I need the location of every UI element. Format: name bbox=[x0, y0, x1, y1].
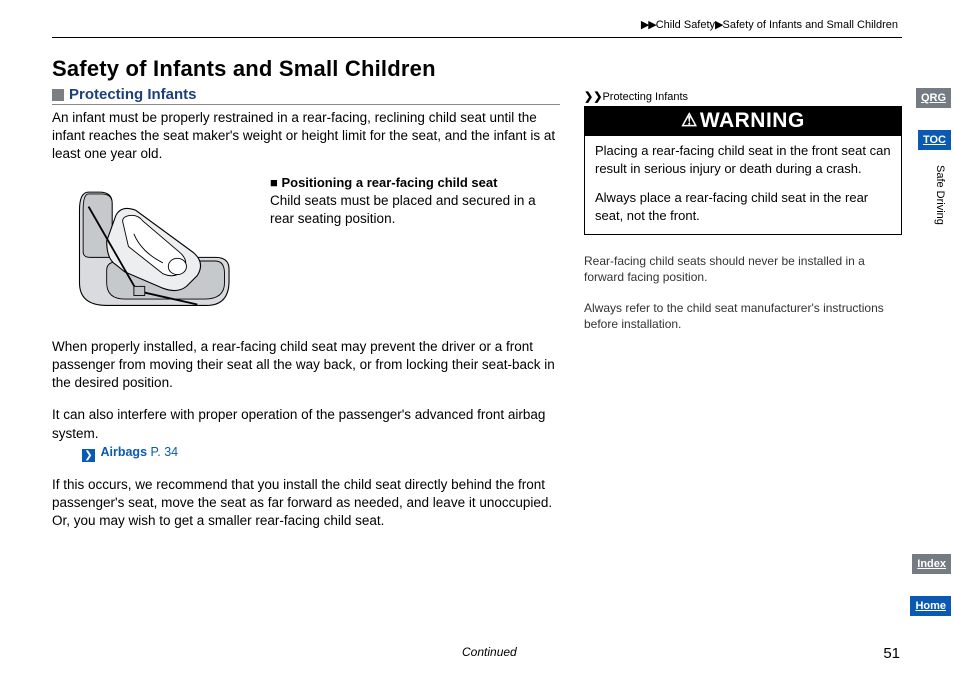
breadcrumb: ▶▶Child Safety▶Safety of Infants and Sma… bbox=[52, 18, 902, 37]
warning-header: ⚠WARNING bbox=[585, 107, 901, 136]
breadcrumb-sep: ▶ bbox=[715, 19, 722, 31]
seat-lead: ■ Positioning a rear-facing child seat bbox=[270, 175, 497, 190]
para-1: An infant must be properly restrained in… bbox=[52, 109, 560, 164]
page-title: Safety of Infants and Small Children bbox=[52, 56, 560, 82]
breadcrumb-seg1: Child Safety bbox=[656, 19, 715, 31]
subhead: Protecting Infants bbox=[69, 86, 197, 103]
page-content: ▶▶Child Safety▶Safety of Infants and Sma… bbox=[52, 18, 902, 530]
breadcrumb-arrows: ▶▶ bbox=[641, 19, 656, 31]
sidenote-p1: Rear-facing child seats should never be … bbox=[584, 253, 902, 285]
rule-top bbox=[52, 37, 902, 38]
warning-triangle-icon: ⚠ bbox=[681, 110, 698, 130]
warning-title: WARNING bbox=[700, 109, 805, 132]
seat-text: Child seats must be placed and secured i… bbox=[270, 193, 536, 226]
xref-page: P. 34 bbox=[151, 445, 179, 459]
tab-home[interactable]: Home bbox=[910, 596, 951, 616]
tab-qrg[interactable]: QRG bbox=[916, 88, 951, 108]
side-column: ❯❯Protecting Infants ⚠WARNING Placing a … bbox=[584, 56, 902, 530]
side-heading-text: Protecting Infants bbox=[602, 91, 688, 103]
subhead-row: Protecting Infants bbox=[52, 86, 560, 105]
tab-safe-driving: Safe Driving bbox=[928, 165, 946, 225]
subhead-square-icon bbox=[52, 89, 64, 101]
continued-label: Continued bbox=[462, 645, 517, 659]
side-note: Rear-facing child seats should never be … bbox=[584, 253, 902, 332]
side-heading: ❯❯Protecting Infants bbox=[584, 90, 902, 103]
breadcrumb-seg2: Safety of Infants and Small Children bbox=[723, 19, 898, 31]
columns: Safety of Infants and Small Children Pro… bbox=[52, 56, 902, 530]
warning-p1: Placing a rear-facing child seat in the … bbox=[595, 142, 891, 177]
child-seat-illustration bbox=[52, 174, 252, 324]
main-column: Safety of Infants and Small Children Pro… bbox=[52, 56, 560, 530]
warning-body: Placing a rear-facing child seat in the … bbox=[585, 136, 901, 234]
para-2: When properly installed, a rear-facing c… bbox=[52, 338, 560, 393]
sidenote-p2: Always refer to the child seat manufactu… bbox=[584, 300, 902, 332]
para-4: If this occurs, we recommend that you in… bbox=[52, 476, 560, 531]
para-3: It can also interfere with proper operat… bbox=[52, 406, 560, 442]
seat-description: ■ Positioning a rear-facing child seat C… bbox=[270, 174, 560, 229]
cross-reference: ❯ Airbags P. 34 bbox=[82, 445, 560, 462]
warning-box: ⚠WARNING Placing a rear-facing child sea… bbox=[584, 106, 902, 235]
xref-arrow-icon: ❯ bbox=[82, 449, 95, 462]
tab-toc[interactable]: TOC bbox=[918, 130, 951, 150]
xref-link[interactable]: Airbags bbox=[100, 445, 147, 459]
page-number: 51 bbox=[883, 645, 900, 662]
side-heading-icon: ❯❯ bbox=[584, 91, 602, 103]
tab-index[interactable]: Index bbox=[912, 554, 951, 574]
seat-block: ■ Positioning a rear-facing child seat C… bbox=[52, 174, 560, 324]
warning-p2: Always place a rear-facing child seat in… bbox=[595, 189, 891, 224]
